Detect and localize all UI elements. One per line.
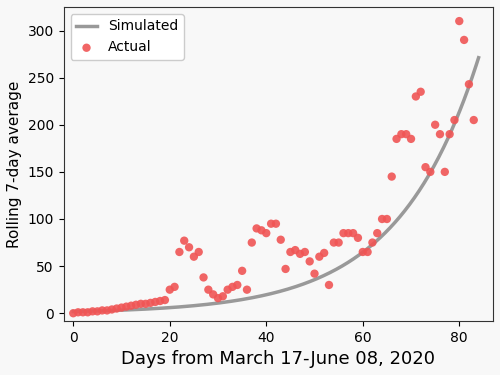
- Actual: [180, 238, 188, 244]
- Actual: [170, 284, 178, 290]
- Simulated: [265, 292, 271, 297]
- Actual: [431, 122, 439, 128]
- Simulated: [290, 285, 296, 290]
- Actual: [238, 268, 246, 274]
- Actual: [103, 308, 111, 314]
- Actual: [74, 309, 82, 315]
- Actual: [204, 286, 212, 292]
- Actual: [282, 266, 290, 272]
- Actual: [373, 230, 381, 236]
- Actual: [465, 81, 473, 87]
- Actual: [306, 258, 314, 264]
- Actual: [330, 240, 338, 246]
- Actual: [248, 240, 256, 246]
- Actual: [185, 244, 193, 250]
- Actual: [214, 295, 222, 301]
- Actual: [412, 93, 420, 99]
- Actual: [416, 89, 424, 95]
- Actual: [316, 254, 324, 260]
- Actual: [320, 250, 328, 256]
- Actual: [364, 249, 372, 255]
- Actual: [137, 301, 145, 307]
- Actual: [194, 249, 202, 255]
- Actual: [79, 309, 87, 315]
- Simulated: [312, 278, 318, 282]
- Actual: [460, 37, 468, 43]
- Actual: [426, 169, 434, 175]
- Simulated: [263, 292, 269, 297]
- Actual: [470, 117, 478, 123]
- Actual: [349, 230, 357, 236]
- Actual: [267, 221, 275, 227]
- Actual: [286, 249, 294, 255]
- Actual: [108, 306, 116, 312]
- Actual: [388, 174, 396, 180]
- Actual: [161, 297, 169, 303]
- Actual: [359, 249, 367, 255]
- Actual: [456, 18, 464, 24]
- Actual: [127, 303, 135, 309]
- Actual: [383, 216, 391, 222]
- Actual: [291, 247, 299, 253]
- Actual: [340, 230, 347, 236]
- Actual: [258, 227, 266, 233]
- Actual: [301, 249, 309, 255]
- Actual: [142, 301, 150, 307]
- Simulated: [476, 56, 482, 60]
- Actual: [88, 308, 96, 314]
- Actual: [166, 286, 174, 292]
- Actual: [344, 230, 352, 236]
- Actual: [190, 254, 198, 260]
- Actual: [219, 293, 227, 299]
- Actual: [252, 225, 260, 231]
- Y-axis label: Rolling 7-day average: Rolling 7-day average: [7, 80, 22, 248]
- Line: Simulated: Simulated: [73, 58, 478, 312]
- Actual: [368, 240, 376, 246]
- Actual: [209, 291, 217, 297]
- Actual: [446, 131, 454, 137]
- Actual: [118, 304, 126, 310]
- Actual: [325, 282, 333, 288]
- Actual: [398, 131, 406, 137]
- Actual: [422, 164, 430, 170]
- Actual: [243, 286, 251, 292]
- Actual: [450, 117, 458, 123]
- Actual: [176, 249, 184, 255]
- Simulated: [402, 208, 408, 212]
- Actual: [436, 131, 444, 137]
- Simulated: [466, 84, 472, 89]
- Actual: [296, 251, 304, 257]
- Actual: [407, 136, 415, 142]
- Actual: [234, 282, 241, 288]
- Actual: [146, 300, 154, 306]
- Actual: [272, 221, 280, 227]
- Actual: [98, 308, 106, 314]
- Legend: Simulated, Actual: Simulated, Actual: [70, 14, 184, 60]
- Actual: [94, 308, 102, 314]
- X-axis label: Days from March 17-June 08, 2020: Days from March 17-June 08, 2020: [122, 350, 436, 368]
- Actual: [402, 131, 410, 137]
- Actual: [69, 310, 77, 316]
- Simulated: [70, 309, 76, 314]
- Actual: [276, 237, 284, 243]
- Actual: [354, 235, 362, 241]
- Actual: [378, 216, 386, 222]
- Actual: [122, 304, 130, 310]
- Actual: [200, 274, 207, 280]
- Actual: [112, 306, 120, 312]
- Actual: [224, 286, 232, 292]
- Actual: [132, 302, 140, 308]
- Actual: [156, 298, 164, 304]
- Actual: [152, 299, 160, 305]
- Actual: [228, 284, 236, 290]
- Actual: [262, 230, 270, 236]
- Actual: [310, 271, 318, 277]
- Actual: [84, 309, 92, 315]
- Actual: [392, 136, 400, 142]
- Actual: [441, 169, 449, 175]
- Actual: [334, 240, 342, 246]
